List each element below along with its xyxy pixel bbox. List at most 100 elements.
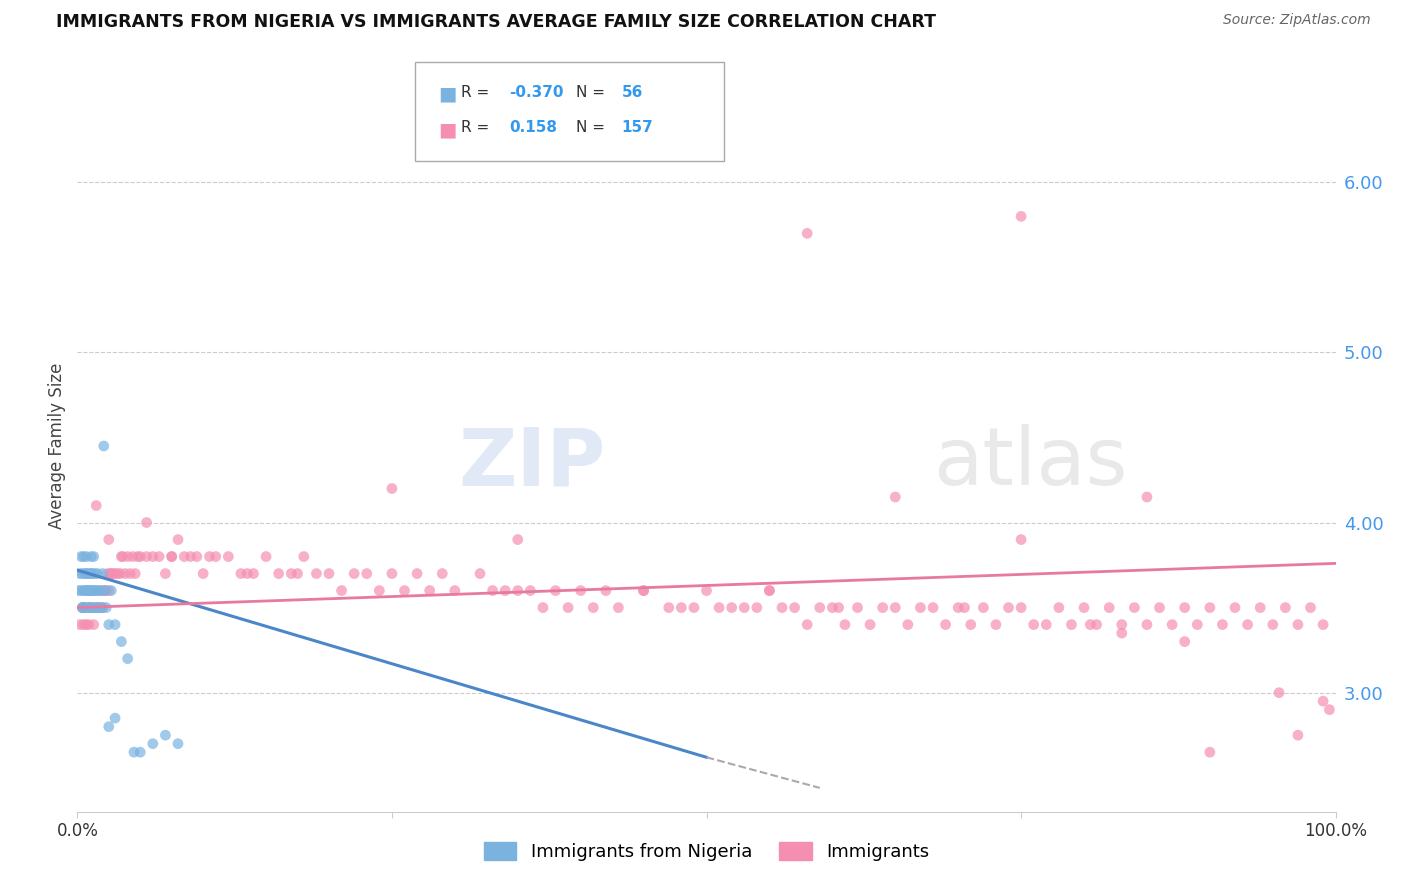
Point [1268,686,1291,700]
Point [236,566,259,581]
Point [1022,617,1045,632]
Point [758,583,780,598]
Point [75,566,97,581]
Point [80,549,103,564]
Point [229,566,252,581]
Point [733,600,755,615]
Point [198,549,221,564]
Point [356,566,378,581]
Point [519,583,541,598]
Point [381,566,404,581]
Point [97,617,120,632]
Point [318,566,340,581]
Text: N =: N = [576,120,606,136]
Point [432,566,454,581]
Point [381,482,404,496]
Point [94,583,117,598]
Point [160,549,183,564]
Point [1223,600,1246,615]
Point [582,600,605,615]
Point [1249,600,1271,615]
Point [84,566,107,581]
Point [79,566,101,581]
Point [897,617,920,632]
Point [79,583,101,598]
Point [91,600,114,615]
Point [204,549,226,564]
Point [1261,617,1284,632]
Point [90,583,112,598]
Point [544,583,567,598]
Point [1319,703,1341,717]
Point [93,439,115,453]
Point [1060,617,1083,632]
Point [1149,600,1171,615]
Point [73,583,96,598]
Point [720,600,742,615]
Point [394,583,416,598]
Point [267,566,290,581]
Point [110,549,132,564]
Point [84,600,107,615]
Point [98,566,121,581]
Point [83,549,105,564]
Point [89,600,111,615]
Point [506,583,529,598]
Point [148,549,170,564]
Point [84,583,107,598]
Point [108,566,131,581]
Point [87,583,110,598]
Point [79,583,101,598]
Point [117,549,139,564]
Point [834,617,856,632]
Point [254,549,277,564]
Point [808,600,831,615]
Text: -0.370: -0.370 [509,85,564,100]
Point [84,600,107,615]
Point [633,583,655,598]
Point [97,583,120,598]
Point [292,549,315,564]
Point [96,600,118,615]
Point [330,583,353,598]
Point [796,617,818,632]
Point [217,549,239,564]
Point [745,600,768,615]
Text: ■: ■ [439,120,457,139]
Point [859,617,882,632]
Point [186,549,208,564]
Point [569,583,592,598]
Point [87,583,110,598]
Point [72,566,94,581]
Point [93,583,115,598]
Point [1078,617,1101,632]
Point [77,600,100,615]
Point [506,533,529,547]
Point [1236,617,1258,632]
Legend: Immigrants from Nigeria, Immigrants: Immigrants from Nigeria, Immigrants [477,835,936,869]
Point [191,566,215,581]
Point [104,711,127,725]
Text: R =: R = [461,85,489,100]
Point [1286,617,1309,632]
Point [121,549,143,564]
Point [124,566,146,581]
Point [406,566,429,581]
Point [419,583,441,598]
Point [1010,600,1032,615]
Point [73,600,96,615]
Point [72,600,94,615]
Point [97,533,120,547]
Point [76,566,98,581]
Point [72,583,94,598]
Point [83,583,105,598]
Point [595,583,617,598]
Point [1211,617,1233,632]
Point [117,651,139,665]
Point [1274,600,1296,615]
Point [155,566,177,581]
Point [368,583,391,598]
Text: 56: 56 [621,85,643,100]
Point [1286,728,1309,742]
Point [783,600,806,615]
